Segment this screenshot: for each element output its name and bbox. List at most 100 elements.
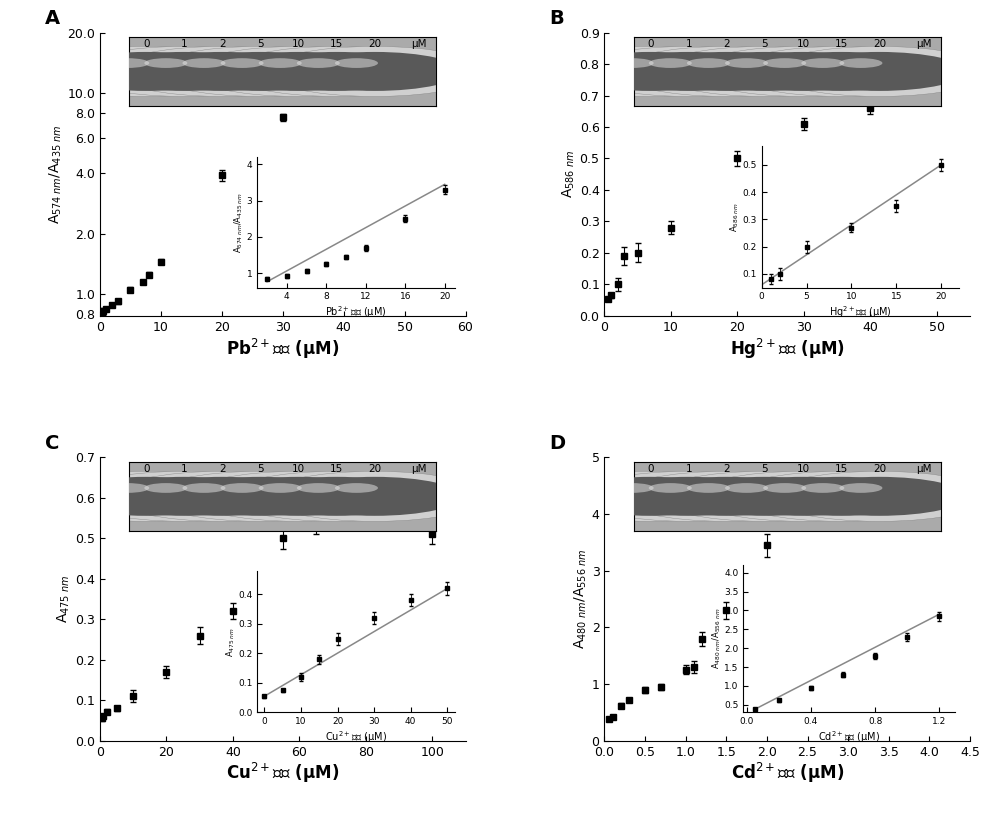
Circle shape <box>175 52 346 91</box>
Circle shape <box>731 46 952 97</box>
Circle shape <box>649 58 692 68</box>
Circle shape <box>289 477 461 516</box>
Text: 5: 5 <box>762 39 768 49</box>
Text: 2: 2 <box>724 464 730 474</box>
Circle shape <box>679 52 851 91</box>
Circle shape <box>74 46 295 97</box>
Text: 15: 15 <box>835 464 848 474</box>
Y-axis label: A$_{480\ nm}$/A$_{556\ nm}$: A$_{480\ nm}$/A$_{556\ nm}$ <box>572 549 589 650</box>
Circle shape <box>74 471 295 522</box>
Text: 0: 0 <box>143 464 149 474</box>
Text: 0: 0 <box>647 39 654 49</box>
Circle shape <box>335 58 378 68</box>
Circle shape <box>297 483 340 492</box>
Text: 10: 10 <box>292 464 305 474</box>
Text: 10: 10 <box>797 464 810 474</box>
Y-axis label: A$_{586\ nm}$: A$_{586\ nm}$ <box>560 150 577 199</box>
Circle shape <box>654 471 876 522</box>
Circle shape <box>335 483 378 492</box>
Circle shape <box>540 46 761 97</box>
Circle shape <box>801 58 844 68</box>
Circle shape <box>565 52 737 91</box>
Circle shape <box>565 477 737 516</box>
Circle shape <box>641 52 813 91</box>
Text: 20: 20 <box>368 464 381 474</box>
Circle shape <box>687 58 730 68</box>
Circle shape <box>144 58 187 68</box>
Circle shape <box>106 58 149 68</box>
Y-axis label: A$_{574\ nm}$/A$_{435\ nm}$: A$_{574\ nm}$/A$_{435\ nm}$ <box>48 125 64 224</box>
Circle shape <box>641 477 813 516</box>
Text: 0: 0 <box>647 464 654 474</box>
Circle shape <box>763 58 806 68</box>
Text: 5: 5 <box>762 464 768 474</box>
Circle shape <box>188 471 409 522</box>
Text: 1: 1 <box>181 464 188 474</box>
Circle shape <box>221 58 264 68</box>
Circle shape <box>150 46 371 97</box>
Circle shape <box>182 483 225 492</box>
Circle shape <box>264 46 485 97</box>
Text: B: B <box>549 10 564 28</box>
Text: μM: μM <box>412 39 427 49</box>
Text: 2: 2 <box>219 464 226 474</box>
Text: μM: μM <box>916 464 932 474</box>
Circle shape <box>693 471 914 522</box>
Circle shape <box>289 52 461 91</box>
Text: 10: 10 <box>797 39 810 49</box>
Text: 5: 5 <box>257 39 264 49</box>
Circle shape <box>213 477 385 516</box>
Circle shape <box>725 483 768 492</box>
Circle shape <box>603 477 775 516</box>
Circle shape <box>297 58 340 68</box>
Y-axis label: A$_{475\ nm}$: A$_{475\ nm}$ <box>56 575 72 624</box>
Circle shape <box>687 483 730 492</box>
Circle shape <box>717 52 889 91</box>
Circle shape <box>60 52 232 91</box>
Circle shape <box>221 483 264 492</box>
Circle shape <box>763 483 806 492</box>
Text: 10: 10 <box>292 39 305 49</box>
Text: 20: 20 <box>873 39 886 49</box>
Circle shape <box>259 483 302 492</box>
Text: 15: 15 <box>330 39 343 49</box>
Text: 2: 2 <box>219 39 226 49</box>
Circle shape <box>226 471 447 522</box>
Circle shape <box>755 477 927 516</box>
Text: μM: μM <box>916 39 932 49</box>
Text: 2: 2 <box>724 39 730 49</box>
Circle shape <box>136 477 308 516</box>
Circle shape <box>611 58 654 68</box>
Text: 20: 20 <box>873 464 886 474</box>
Text: 15: 15 <box>835 39 848 49</box>
Circle shape <box>259 58 302 68</box>
Circle shape <box>717 477 889 516</box>
Circle shape <box>112 471 333 522</box>
Circle shape <box>755 52 927 91</box>
X-axis label: Cu$^{2+}$浓度 (μM): Cu$^{2+}$浓度 (μM) <box>226 761 339 786</box>
Text: 0: 0 <box>143 39 149 49</box>
Circle shape <box>213 52 385 91</box>
Circle shape <box>611 483 654 492</box>
Text: A: A <box>45 10 60 28</box>
Circle shape <box>649 483 692 492</box>
Circle shape <box>251 477 423 516</box>
Circle shape <box>603 52 775 91</box>
X-axis label: Pb$^{2+}$浓度 (μM): Pb$^{2+}$浓度 (μM) <box>226 336 339 361</box>
Circle shape <box>175 477 346 516</box>
Circle shape <box>150 471 371 522</box>
Circle shape <box>540 471 761 522</box>
Circle shape <box>144 483 187 492</box>
Circle shape <box>839 58 882 68</box>
Circle shape <box>654 46 876 97</box>
Circle shape <box>36 471 257 522</box>
Circle shape <box>578 471 799 522</box>
Text: μM: μM <box>412 464 427 474</box>
Circle shape <box>182 58 225 68</box>
Circle shape <box>793 52 965 91</box>
Text: D: D <box>549 435 566 453</box>
Circle shape <box>188 46 409 97</box>
Circle shape <box>98 52 270 91</box>
Circle shape <box>793 477 965 516</box>
Circle shape <box>136 52 308 91</box>
